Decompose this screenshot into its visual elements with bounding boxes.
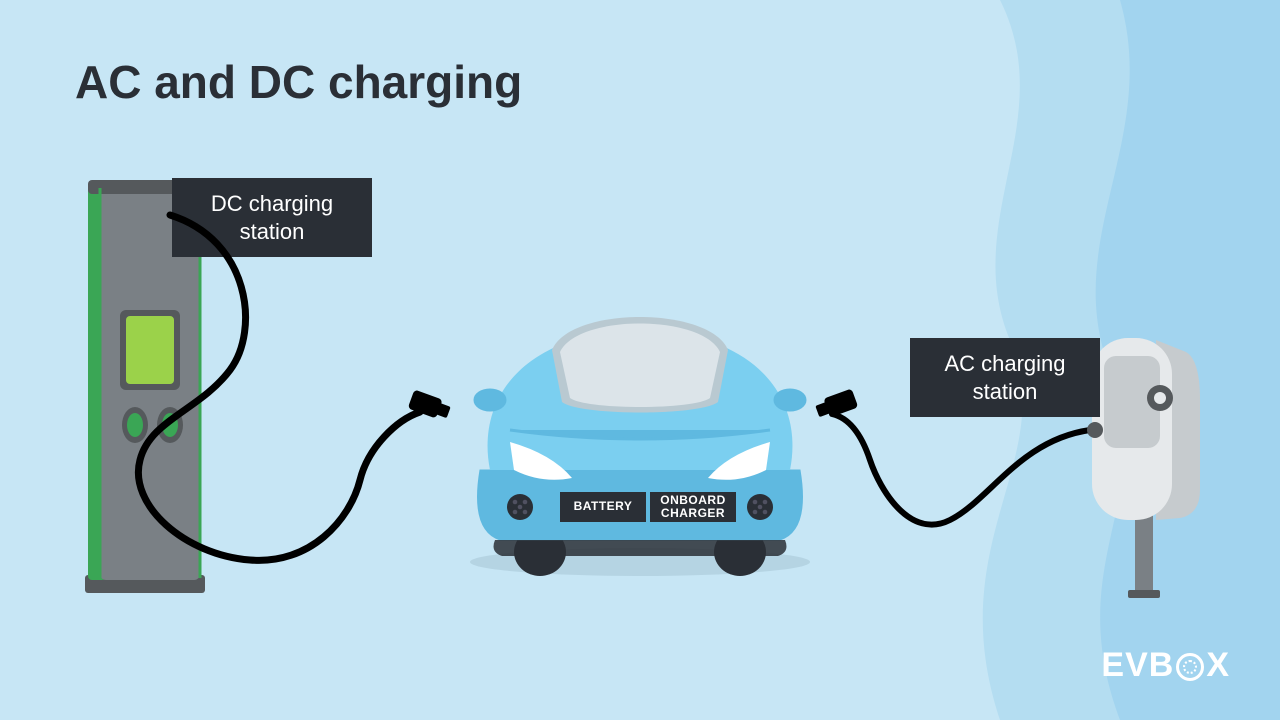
- infographic-stage: AC and DC charging DC chargi: [0, 0, 1280, 720]
- logo-text-before: EVB: [1101, 646, 1174, 685]
- logo-text-after: X: [1206, 646, 1230, 685]
- logo-o-icon: [1176, 653, 1204, 681]
- ac-label-line2: station: [973, 379, 1038, 404]
- ac-label-line1: AC charging: [944, 351, 1065, 376]
- ac-station-label: AC charging station: [910, 338, 1100, 417]
- evbox-logo: EVB X: [1101, 646, 1230, 685]
